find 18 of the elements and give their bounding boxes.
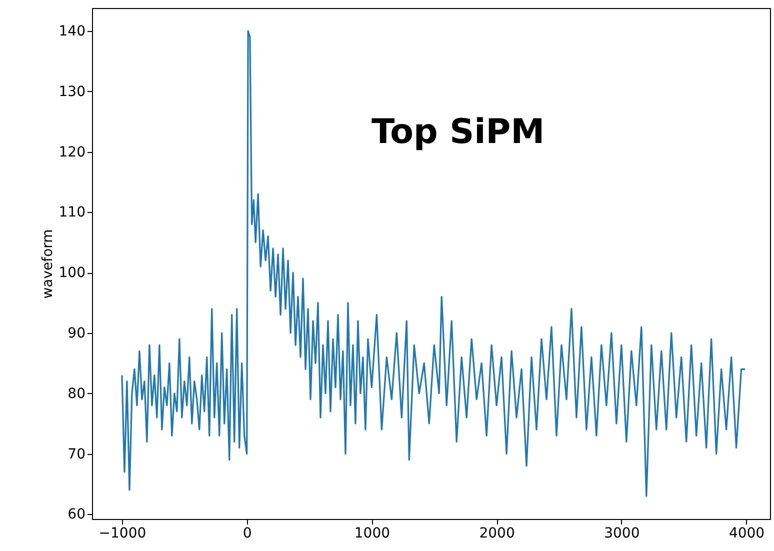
x-tick-label: 0 (242, 526, 252, 542)
x-tick-label: 1000 (354, 526, 390, 542)
x-tick-label: −1000 (98, 526, 146, 542)
y-tick-label: 60 (68, 506, 86, 523)
y-tick-label: 90 (68, 325, 86, 342)
y-tick-label: 120 (58, 144, 86, 160)
y-tick-label: 110 (58, 204, 86, 221)
line-series (121, 30, 746, 497)
x-tick-label: 4000 (728, 526, 765, 542)
x-tick-label: 2000 (479, 526, 515, 542)
y-tick-label: 140 (58, 23, 86, 40)
y-tick-label: 80 (68, 386, 86, 402)
y-axis-title: waveform (40, 229, 56, 299)
y-tick-label: 130 (58, 84, 86, 100)
annotation: Top SiPM (371, 112, 545, 152)
x-tick-label: 3000 (604, 526, 640, 542)
y-tick-label: 100 (58, 265, 86, 282)
y-tick-label: 70 (68, 446, 86, 462)
